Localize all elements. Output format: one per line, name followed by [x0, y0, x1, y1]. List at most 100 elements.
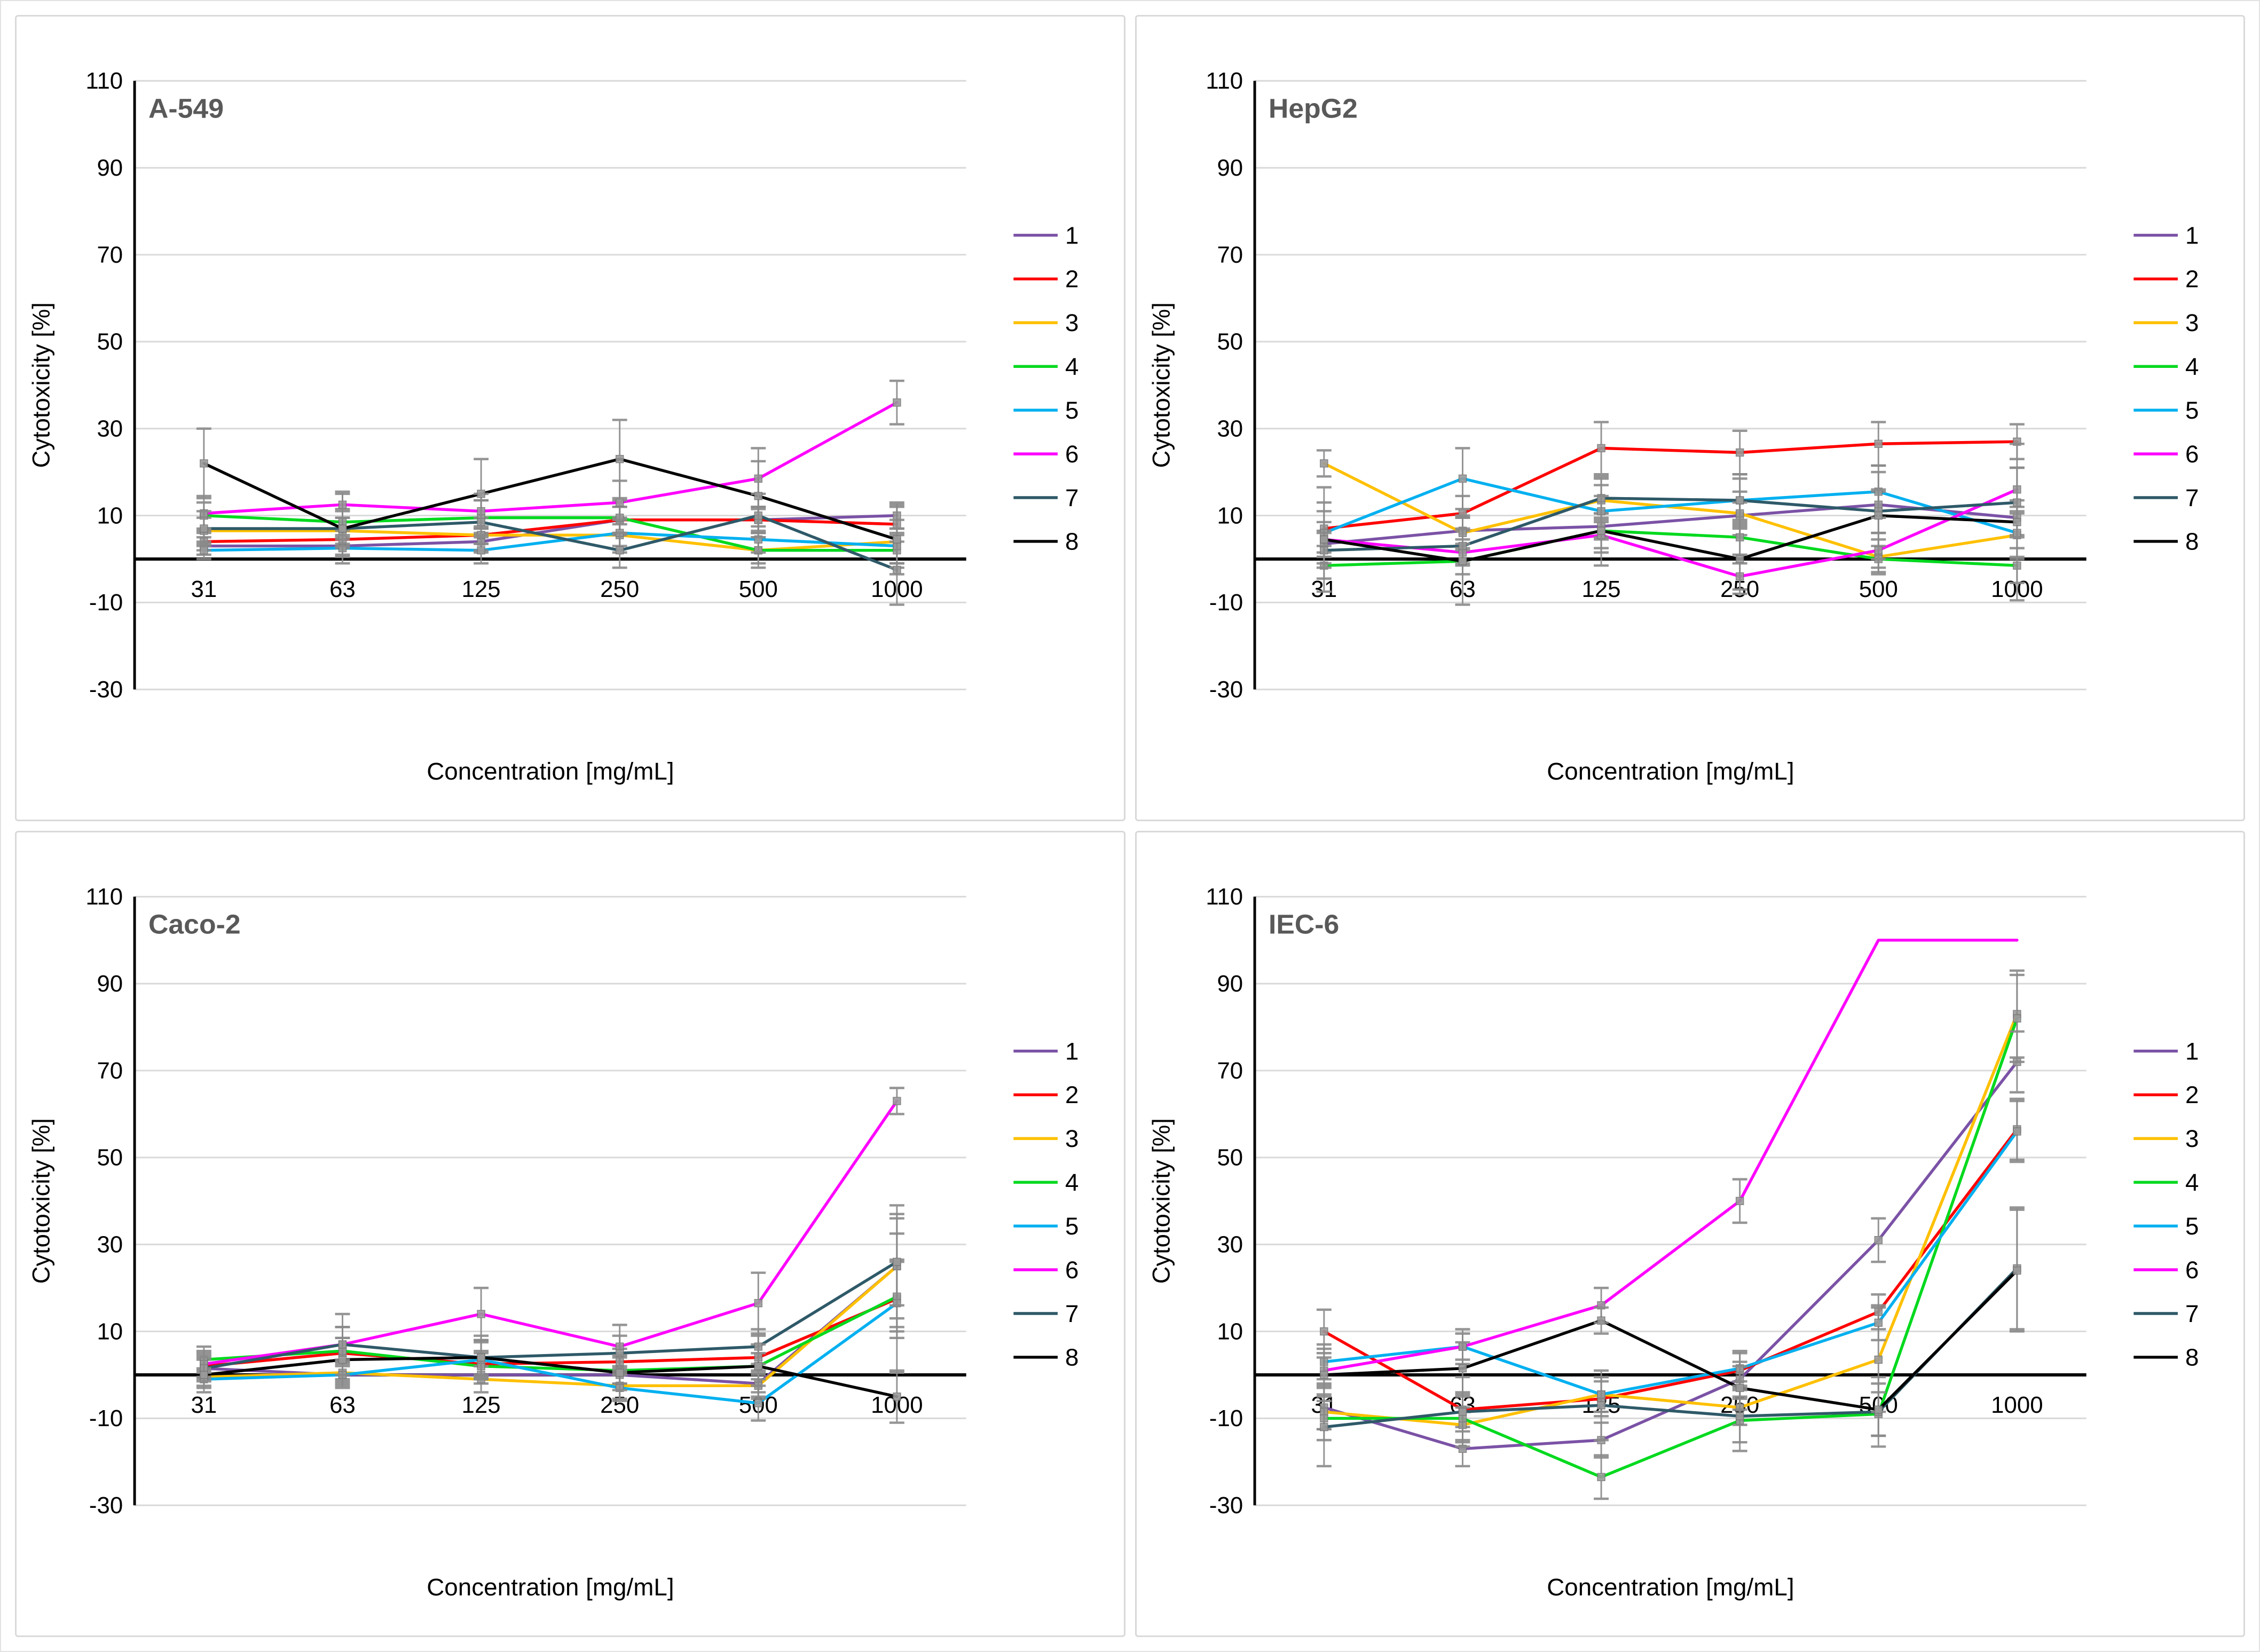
y-tick-label: 70 [97, 1058, 123, 1084]
x-axis-title: Concentration [mg/mL] [1547, 1574, 1794, 1601]
y-tick-label: 70 [1217, 1058, 1243, 1084]
series-line-7 [1322, 497, 2019, 552]
series-line-6 [202, 401, 899, 515]
chart-panel-iec6: 1109070503010-10-3031631252505001000IEC-… [1135, 831, 2245, 1637]
y-tick-label: -10 [1209, 590, 1242, 616]
y-tick-label: 90 [97, 971, 123, 997]
legend-label-6: 6 [2185, 1256, 2198, 1284]
x-tick-label: 125 [462, 577, 501, 602]
series-line-5 [202, 1301, 899, 1405]
y-tick-label: -10 [89, 590, 123, 616]
series-line-2 [1322, 440, 2019, 530]
y-tick-label: 110 [1206, 884, 1243, 910]
series-line-4 [202, 1295, 899, 1372]
legend: 1 2 3 4 5 6 7 8 [1013, 222, 1078, 555]
legend-label-2: 2 [2185, 1081, 2198, 1108]
series-line-1 [1322, 503, 2019, 546]
series-line-8 [1322, 1269, 2019, 1411]
legend: 1 2 3 4 5 6 7 8 [2133, 1038, 2199, 1371]
legend-label-7: 7 [2185, 1300, 2198, 1327]
series-line-7 [1322, 1266, 2019, 1429]
series-line-3 [202, 1264, 899, 1388]
series-line-6 [1322, 488, 2019, 578]
y-tick-label: 30 [97, 416, 123, 442]
error-bars-6 [1316, 1178, 1747, 1385]
error-bars-2 [1316, 421, 2025, 547]
legend-label-6: 6 [1065, 1256, 1078, 1284]
y-tick-label: 10 [1217, 504, 1243, 529]
error-bars-5 [196, 1232, 904, 1422]
y-tick-label: 10 [97, 504, 123, 529]
series-line-7 [202, 1260, 899, 1370]
error-bars-6 [1316, 466, 2025, 591]
x-tick-label: 500 [1859, 577, 1897, 602]
y-tick-label: -30 [89, 1493, 123, 1519]
x-tick-label: 500 [739, 577, 778, 602]
panel-title: Caco-2 [148, 909, 241, 940]
series-line-3 [1322, 1012, 2019, 1427]
chart-panel-a549: 110 90 70 50 30 10 -10 -30 31 63 125 250 500 1000 A-54… [15, 15, 1125, 821]
y-tick-label: -30 [89, 677, 123, 703]
y-tick-label: -10 [1209, 1406, 1242, 1431]
series-line-2 [1322, 1128, 2019, 1411]
legend-label-7: 7 [1065, 484, 1078, 512]
series-line-2 [202, 1297, 899, 1368]
legend-label-4: 4 [2185, 353, 2198, 380]
y-tick-label: 70 [97, 242, 123, 268]
error-bars-2 [196, 1258, 904, 1381]
legend-label-5: 5 [1065, 397, 1078, 424]
y-tick-label: -30 [1209, 677, 1242, 703]
x-tick-label: 250 [600, 577, 639, 602]
legend-label-5: 5 [1065, 1213, 1078, 1240]
y-tick-label: 90 [97, 155, 123, 181]
legend-label-4: 4 [1065, 1169, 1078, 1196]
x-tick-label: 31 [191, 1393, 217, 1418]
y-tick-label: 110 [1206, 68, 1243, 94]
legend-label-2: 2 [1065, 265, 1078, 293]
x-tick-label: 125 [462, 1393, 501, 1418]
x-tick-label: 63 [329, 577, 356, 602]
y-tick-label: 30 [1217, 416, 1243, 442]
error-bars-8 [196, 419, 904, 576]
series-line-8 [1322, 514, 2019, 563]
y-tick-label: 10 [97, 1319, 123, 1345]
error-bars-8 [1316, 1208, 2025, 1437]
panel-title: A-549 [148, 93, 224, 124]
series-line-2 [202, 518, 899, 544]
y-tick-label: 30 [97, 1232, 123, 1258]
legend-label-3: 3 [2185, 1125, 2198, 1152]
legend-label-7: 7 [1065, 1300, 1078, 1327]
y-tick-label: 10 [1217, 1319, 1243, 1345]
series-line-4 [202, 514, 899, 552]
legend-label-4: 4 [2185, 1169, 2198, 1196]
legend-label-1: 1 [2185, 1038, 2198, 1065]
x-tick-label: 63 [329, 1393, 356, 1418]
chart-panel-caco2: 1109070503010-10-3031631252505001000Caco… [15, 831, 1125, 1637]
legend-label-2: 2 [1065, 1081, 1078, 1108]
series-line-6 [1322, 939, 2019, 1372]
chart-svg-caco2: 1109070503010-10-3031631252505001000Caco… [28, 884, 1079, 1601]
y-tick-label: 50 [1217, 329, 1243, 355]
x-tick-label: 1000 [1991, 1393, 2043, 1418]
legend-label-3: 3 [2185, 309, 2198, 336]
y-tick-label: 110 [85, 68, 123, 94]
y-axis-title: Cytotoxicity [%] [28, 1118, 55, 1284]
y-tick-label: 90 [1217, 155, 1243, 181]
y-tick-label: 50 [1217, 1145, 1243, 1171]
x-axis-title: Concentration [mg/mL] [427, 758, 674, 785]
y-axis-title: Cytotoxicity [%] [1147, 302, 1175, 468]
y-axis-title: Cytotoxicity [%] [1147, 1118, 1175, 1284]
legend-label-8: 8 [2185, 528, 2198, 555]
x-axis-title: Concentration [mg/mL] [427, 1574, 674, 1601]
series-line-7 [202, 514, 899, 572]
legend: 1 2 3 4 5 6 7 8 [2133, 222, 2199, 555]
legend-label-7: 7 [2185, 484, 2198, 512]
x-tick-label: 125 [1581, 577, 1620, 602]
legend-label-1: 1 [1065, 222, 1078, 249]
legend-label-6: 6 [2185, 440, 2198, 468]
legend-label-3: 3 [1065, 309, 1078, 336]
y-tick-label: 30 [1217, 1232, 1243, 1258]
legend-label-3: 3 [1065, 1125, 1078, 1152]
